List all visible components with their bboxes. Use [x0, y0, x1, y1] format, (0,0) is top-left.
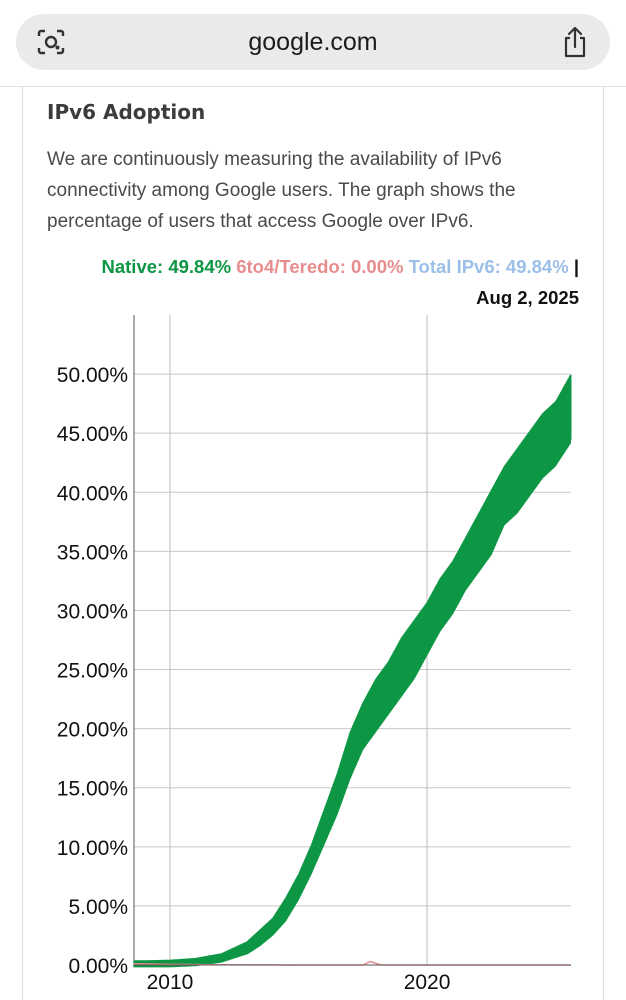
y-tick-label: 0.00% [68, 955, 128, 978]
address-bar[interactable]: google.com [16, 14, 610, 70]
url-text[interactable]: google.com [248, 28, 378, 56]
y-tick-label: 20.00% [57, 719, 128, 742]
series-native-texture [133, 374, 571, 968]
camera-search-icon[interactable] [36, 28, 66, 56]
y-tick-label: 15.00% [57, 778, 128, 801]
y-tick-label: 50.00% [57, 364, 128, 387]
legend-date: Aug 2, 2025 [476, 287, 579, 308]
ipv6-adoption-chart: 0.00% 5.00% 10.00% 15.00% 20.00% 25.00% 30.00%… [57, 315, 572, 994]
y-tick-label: 35.00% [57, 541, 128, 564]
y-tick-label: 25.00% [57, 660, 128, 683]
y-tick-label: 10.00% [57, 837, 128, 860]
y-tick-label: 40.00% [57, 482, 128, 505]
chart-legend: Native: 49.84% 6to4/Teredo: 0.00% Total … [0, 256, 580, 278]
legend-teredo: 6to4/Teredo: 0.00% [236, 256, 404, 277]
content-card [22, 87, 604, 1000]
browser-toolbar: google.com [0, 0, 626, 87]
y-tick-label: 45.00% [57, 423, 128, 446]
legend-native: Native: 49.84% [101, 256, 232, 277]
x-tick-label: 2020 [404, 971, 451, 994]
y-tick-label: 5.00% [68, 896, 128, 919]
y-tick-label: 30.00% [57, 600, 128, 623]
share-icon[interactable] [562, 26, 588, 58]
x-tick-label: 2010 [147, 971, 194, 994]
page-description: We are continuously measuring the availa… [47, 149, 516, 232]
legend-total: Total IPv6: 49.84% [408, 256, 569, 277]
page-title: IPv6 Adoption [47, 100, 206, 124]
legend-separator: | [573, 256, 579, 277]
